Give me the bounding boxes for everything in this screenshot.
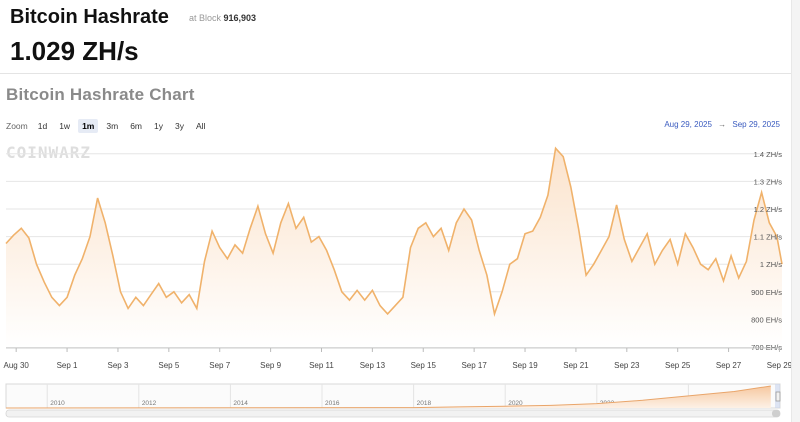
navigator-year-label: 2018	[417, 400, 432, 407]
date-range-arrow: →	[718, 120, 727, 129]
zoom-button-3m[interactable]: 3m	[106, 121, 119, 131]
block-number: 916,903	[223, 13, 257, 23]
navigator-year-label: 2010	[50, 400, 65, 407]
x-tick-label: Sep 17	[461, 361, 487, 370]
navigator-year-label: 2014	[233, 400, 248, 407]
x-tick-label: Sep 27	[716, 361, 742, 370]
x-tick-label: Sep 25	[665, 361, 691, 370]
navigator-area	[6, 386, 771, 408]
zoom-controls: Zoom 1d 1w 1m 3m 6m 1y 3y All	[6, 119, 213, 133]
navigator-year-label: 2012	[142, 400, 157, 407]
date-range: Aug 29, 2025 → Sep 29, 2025	[664, 120, 780, 129]
y-tick-label: 1.4 ZH/s	[754, 150, 783, 159]
y-tick-label: 1.3 ZH/s	[754, 177, 783, 186]
date-range-to[interactable]: Sep 29, 2025	[732, 120, 780, 129]
x-tick-label: Sep 23	[614, 361, 640, 370]
page-header: Bitcoin Hashrate at Block 916,903 1.029 …	[0, 0, 792, 74]
zoom-button-6m[interactable]: 6m	[130, 121, 142, 131]
at-block-label: at Block	[189, 13, 222, 23]
y-tick-label: 1.2 ZH/s	[754, 205, 783, 214]
x-tick-label: Sep 13	[360, 361, 386, 370]
navigator-line	[5, 385, 771, 409]
block-info: at Block 916,903	[189, 13, 256, 23]
navigator-scrollbar-thumb[interactable]	[772, 410, 780, 417]
zoom-button-1m[interactable]: 1m	[78, 119, 99, 133]
y-tick-label: 900 EH/s	[751, 288, 782, 297]
hashrate-line	[5, 146, 783, 317]
hashrate-value: 1.029 ZH/s	[10, 36, 139, 66]
page-title: Bitcoin Hashrate	[10, 6, 169, 28]
y-tick-label: 1 ZH/s	[760, 260, 782, 269]
x-tick-label: Sep 29	[767, 361, 793, 370]
navigator-year-label: 2016	[325, 400, 340, 407]
x-tick-label: Sep 3	[107, 361, 128, 370]
x-tick-label: Sep 9	[260, 361, 281, 370]
coinwarz-watermark: COINWARZ	[6, 143, 92, 162]
hashrate-area	[6, 148, 782, 347]
date-range-from[interactable]: Aug 29, 2025	[664, 120, 712, 129]
zoom-button-all[interactable]: All	[195, 121, 206, 131]
x-tick-label: Sep 19	[512, 361, 538, 370]
chart-title: Bitcoin Hashrate Chart	[6, 85, 195, 104]
zoom-button-1w[interactable]: 1w	[59, 121, 71, 131]
navigator: 20102012201420162018202020222024	[5, 383, 781, 418]
x-tick-label: Sep 11	[309, 361, 334, 370]
page-scrollbar[interactable]	[791, 0, 800, 422]
navigator-handle[interactable]	[775, 391, 781, 402]
zoom-button-1d[interactable]: 1d	[37, 121, 48, 131]
x-tick-label: Sep 21	[563, 361, 589, 370]
zoom-label: Zoom	[6, 121, 28, 131]
navigator-scrollbar[interactable]	[5, 409, 781, 418]
x-tick-label: Aug 30	[3, 361, 29, 370]
x-tick-label: Sep 5	[158, 361, 179, 370]
zoom-button-3y[interactable]: 3y	[174, 121, 184, 131]
y-tick-label: 1.1 ZH/s	[754, 233, 783, 242]
x-tick-label: Sep 7	[209, 361, 230, 370]
x-tick-label: Sep 1	[57, 361, 78, 370]
x-axis: Aug 30 Sep 1 Sep 3 Sep 5 Sep 7 Sep 9 Sep 11 Sep…	[3, 347, 793, 370]
y-tick-label: 800 EH/s	[751, 315, 782, 324]
navigator-year-label: 2020	[508, 400, 523, 407]
zoom-button-1y[interactable]: 1y	[154, 121, 163, 131]
x-tick-label: Sep 15	[411, 361, 437, 370]
